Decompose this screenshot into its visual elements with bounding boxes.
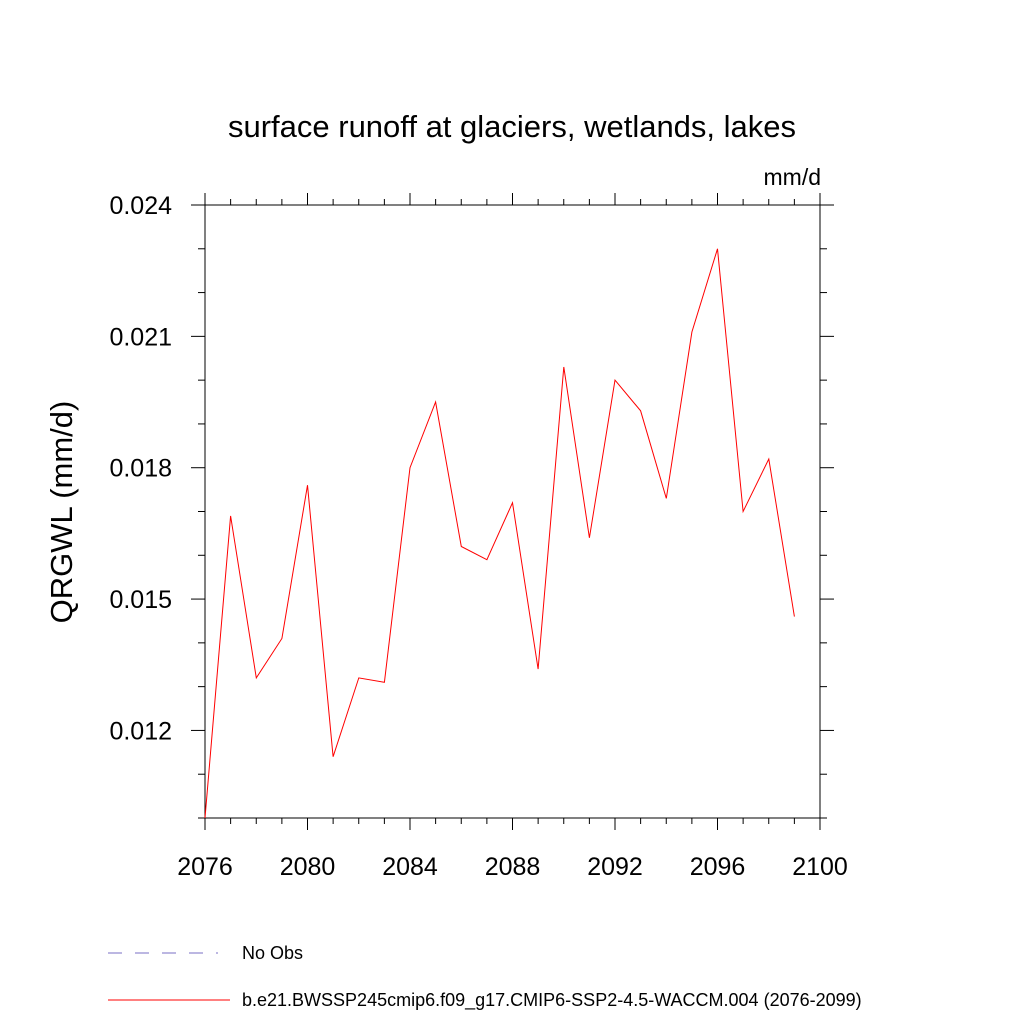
legend-label-series: b.e21.BWSSP245cmip6.f09_g17.CMIP6-SSP2-4… — [242, 990, 862, 1011]
chart-title: surface runoff at glaciers, wetlands, la… — [228, 109, 796, 144]
y-tick-label: 0.012 — [109, 717, 172, 745]
plot-frame — [204, 204, 821, 819]
x-tick-label: 2100 — [792, 853, 848, 881]
x-axis-tick-labels: 2076 2080 2084 2088 2092 2096 2100 — [177, 853, 848, 881]
units-label: mm/d — [764, 164, 822, 190]
x-tick-label: 2088 — [485, 853, 541, 881]
series-line — [204, 248, 795, 819]
y-tick-label: 0.018 — [109, 455, 172, 483]
y-axis-title: QRGWL (mm/d) — [44, 401, 79, 624]
x-tick-label: 2092 — [587, 853, 643, 881]
series-layer — [204, 248, 795, 819]
x-tick-label: 2080 — [280, 853, 336, 881]
y-tick-label: 0.015 — [109, 586, 172, 614]
y-tick-label: 0.021 — [109, 323, 172, 351]
x-tick-label: 2076 — [177, 853, 233, 881]
y-tick-label: 0.024 — [109, 192, 172, 220]
x-tick-label: 2084 — [382, 853, 438, 881]
legend-label-no-obs: No Obs — [242, 943, 303, 963]
y-axis-tick-labels: 0.012 0.015 0.018 0.021 0.024 — [109, 192, 172, 745]
axis-ticks — [191, 193, 834, 830]
x-tick-label: 2096 — [690, 853, 746, 881]
legend: No Obs b.e21.BWSSP245cmip6.f09_g17.CMIP6… — [108, 943, 862, 1011]
